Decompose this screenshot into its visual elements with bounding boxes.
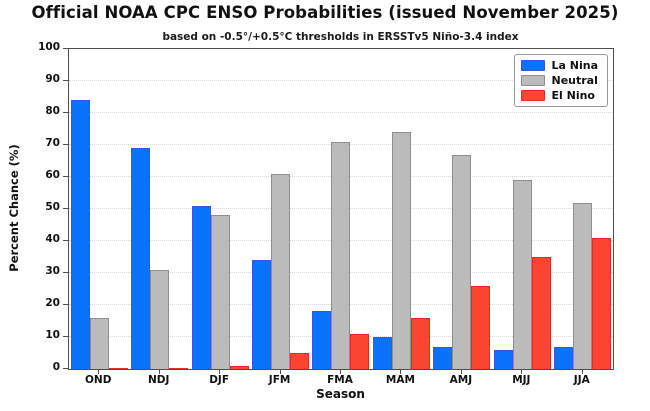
y-tick-label: 60	[45, 169, 60, 181]
y-tick-mark	[63, 240, 68, 241]
bar-la-nina-mam	[372, 337, 392, 369]
x-tick-label-djf: DJF	[209, 374, 229, 386]
x-tick-label-fma: FMA	[327, 374, 353, 386]
legend-swatch-la-nina	[520, 60, 545, 71]
bar-la-nina-fma	[312, 311, 332, 369]
legend-label: Neutral	[551, 74, 598, 87]
y-tick-mark	[63, 304, 68, 305]
bar-group-djf	[190, 49, 250, 369]
legend-swatch-neutral	[520, 75, 545, 86]
bar-la-nina-amj	[433, 346, 453, 369]
bar-neutral-ond	[89, 317, 109, 369]
x-tick-label-jfm: JFM	[268, 374, 291, 386]
y-tick-mark	[63, 208, 68, 209]
y-tick-label: 30	[45, 265, 60, 277]
gridline	[69, 80, 613, 81]
x-tick-mark	[279, 369, 281, 374]
bar-group-jja	[553, 49, 613, 369]
y-tick-mark	[63, 368, 68, 369]
y-tick-label: 70	[45, 137, 60, 149]
y-tick-mark	[63, 48, 68, 49]
bar-group-mjj	[492, 49, 552, 369]
bar-el-nino-amj	[471, 285, 491, 369]
bar-la-nina-ond	[70, 100, 90, 369]
bar-el-nino-mjj	[531, 257, 551, 369]
bar-la-nina-jja	[554, 346, 574, 369]
legend-item-neutral: Neutral	[520, 74, 599, 87]
bar-neutral-jja	[573, 202, 593, 369]
bar-el-nino-jja	[592, 237, 612, 369]
bar-el-nino-ond	[108, 368, 128, 369]
x-axis-label: Season	[316, 387, 365, 401]
bar-neutral-jfm	[271, 173, 291, 369]
legend: La Nina Neutral El Nino	[513, 54, 608, 107]
y-tick-label: 80	[45, 105, 60, 117]
y-tick-label: 50	[45, 201, 60, 213]
y-tick-mark	[63, 80, 68, 81]
bar-group-mam	[371, 49, 431, 369]
bar-la-nina-mjj	[493, 349, 513, 369]
chart-title: Official NOAA CPC ENSO Probabilities (is…	[31, 3, 619, 22]
y-axis-label: Percent Chance (%)	[7, 144, 21, 272]
x-tick-label-ndj: NDJ	[147, 374, 170, 386]
legend-label: La Nina	[551, 59, 599, 72]
bar-group-amj	[432, 49, 492, 369]
bar-el-nino-mam	[410, 317, 430, 369]
bar-la-nina-jfm	[252, 260, 272, 369]
y-tick-label: 40	[45, 233, 60, 245]
y-tick-label: 0	[52, 361, 60, 373]
y-tick-label: 10	[45, 329, 60, 341]
x-tick-label-ond: OND	[85, 374, 112, 386]
gridline	[69, 112, 613, 113]
y-tick-mark	[63, 176, 68, 177]
bar-group-ndj	[129, 49, 189, 369]
bar-neutral-mam	[391, 132, 411, 369]
y-tick-label: 90	[45, 73, 60, 85]
plot-area: La Nina Neutral El Nino	[68, 48, 614, 370]
bar-el-nino-djf	[229, 365, 249, 369]
x-tick-mark	[460, 369, 462, 374]
bars-layer	[69, 49, 613, 369]
y-tick-label: 100	[38, 41, 60, 53]
bar-neutral-mjj	[512, 180, 532, 369]
chart-subtitle: based on -0.5°/+0.5°C thresholds in ERSS…	[162, 31, 519, 43]
y-tick-mark	[63, 112, 68, 113]
bar-la-nina-djf	[191, 205, 211, 369]
bar-neutral-ndj	[150, 269, 170, 369]
x-tick-mark	[98, 369, 100, 374]
bar-el-nino-fma	[350, 333, 370, 369]
legend-label: El Nino	[551, 89, 595, 102]
x-tick-label-mam: MAM	[385, 374, 415, 386]
legend-swatch-el-nino	[520, 90, 545, 101]
x-tick-mark	[340, 369, 341, 374]
x-tick-mark	[400, 369, 402, 374]
bar-group-fma	[311, 49, 371, 369]
bar-el-nino-ndj	[169, 368, 189, 369]
bar-group-ond	[69, 49, 129, 369]
bar-el-nino-jfm	[290, 353, 310, 369]
y-tick-label: 20	[45, 297, 60, 309]
bar-neutral-fma	[331, 141, 351, 369]
x-tick-mark	[219, 369, 221, 374]
legend-item-la-nina: La Nina	[520, 59, 599, 72]
x-tick-mark	[581, 369, 583, 374]
x-tick-label-amj: AMJ	[449, 374, 473, 386]
bar-group-jfm	[250, 49, 310, 369]
bar-neutral-djf	[210, 215, 230, 369]
bar-neutral-amj	[452, 154, 472, 369]
legend-item-el-nino: El Nino	[520, 89, 599, 102]
x-tick-label-jja: JJA	[573, 374, 590, 386]
y-tick-mark	[63, 272, 68, 273]
bar-la-nina-ndj	[131, 148, 151, 369]
y-tick-mark	[63, 144, 68, 145]
x-tick-label-mjj: MJJ	[512, 374, 531, 386]
x-tick-mark	[158, 369, 160, 374]
y-tick-mark	[63, 336, 68, 337]
x-tick-mark	[521, 369, 523, 374]
